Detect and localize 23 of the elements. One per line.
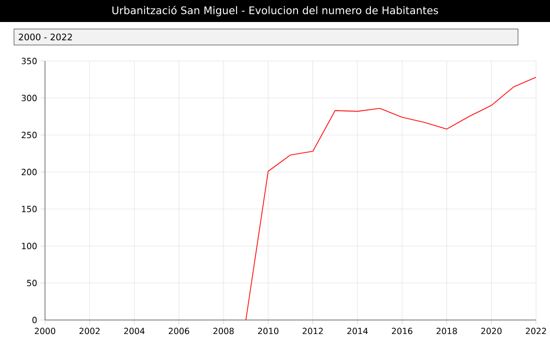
y-tick-label: 150 xyxy=(22,206,37,212)
x-tick-label: 2012 xyxy=(302,328,323,334)
x-tick-label: 2020 xyxy=(481,328,502,334)
x-tick-label: 2006 xyxy=(168,328,190,334)
x-tick-label: 2002 xyxy=(79,328,100,334)
x-tick-label: 2004 xyxy=(124,328,145,334)
chart-subtitle: 2000 - 2022 xyxy=(18,34,72,40)
y-tick-label: 100 xyxy=(22,242,37,250)
y-tick-label: 250 xyxy=(22,132,37,138)
x-tick-label: 2018 xyxy=(436,328,457,334)
x-tick-label: 2016 xyxy=(392,328,412,334)
x-tick-label: 2008 xyxy=(213,328,234,334)
y-tick-label: 200 xyxy=(22,168,37,176)
y-tick-label: 50 xyxy=(27,280,37,286)
chart-title: Urbanització San Miguel - Evolucion del numero de Habitantes xyxy=(112,6,438,16)
x-tick-label: 2010 xyxy=(258,328,278,334)
y-tick-label: 0 xyxy=(32,316,37,324)
y-tick-label: 350 xyxy=(22,58,37,64)
line-series xyxy=(245,76,536,320)
x-tick-label: 2000 xyxy=(34,328,56,334)
x-tick-label: 2022 xyxy=(526,328,546,334)
x-tick-label: 2014 xyxy=(347,328,368,334)
y-tick-label: 300 xyxy=(22,94,37,102)
